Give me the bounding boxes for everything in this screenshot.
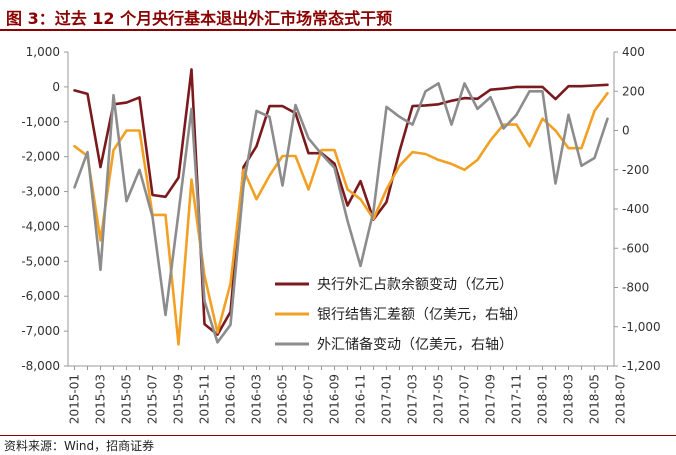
series-line-3 <box>73 82 609 344</box>
x-tick-label: 2017-09 <box>484 374 498 424</box>
y-right-tick-label: -1,000 <box>622 320 661 334</box>
y-left-tick-label: 0 <box>52 80 60 94</box>
x-tick-label: 2017-03 <box>406 374 420 424</box>
y-left-tick-label: -2,000 <box>21 150 60 164</box>
y-right-tick-label: -1,200 <box>622 359 661 373</box>
y-right-tick-label: 200 <box>622 84 645 98</box>
y-left-tick-label: -6,000 <box>21 289 60 303</box>
legend-label-3: 外汇储备变动（亿美元，右轴） <box>317 336 513 353</box>
y-left-tick-label: -5,000 <box>21 254 60 268</box>
y-right-tick-label: 0 <box>622 124 630 138</box>
x-tick-label: 2016-09 <box>328 374 342 424</box>
x-tick-label: 2017-01 <box>380 374 394 424</box>
line-chart: 1,000 0 -1,000 -2,000 -3,000 -4,000 -5,000 -6,0… <box>21 45 660 424</box>
series-line-2 <box>73 91 609 346</box>
y-right-tick-label: -600 <box>622 241 649 255</box>
axes-layer: 1,000 0 -1,000 -2,000 -3,000 -4,000 -5,000 -6,0… <box>21 45 660 424</box>
x-tick-label: 2016-11 <box>354 374 368 424</box>
x-tick-label: 2016-07 <box>302 374 316 424</box>
x-tick-label: 2018-07 <box>614 374 628 424</box>
y-left-tick-label: -7,000 <box>21 324 60 338</box>
legend-label-1: 央行外汇占款余额变动（亿元） <box>317 276 513 293</box>
x-tick-label: 2017-07 <box>458 374 472 424</box>
title-underline <box>0 29 676 31</box>
y-left-tick-label: -4,000 <box>21 219 60 233</box>
y-left-tick-label: 1,000 <box>26 45 60 59</box>
series-layer <box>73 68 609 346</box>
x-tick-label: 2018-05 <box>588 374 602 424</box>
x-tick-label: 2015-09 <box>172 374 186 424</box>
y-left-tick-label: -1,000 <box>21 115 60 129</box>
x-tick-label: 2016-01 <box>224 374 238 424</box>
x-tick-label: 2015-11 <box>198 374 212 424</box>
title-bar: 图 3：过去 12 个月央行基本退出外汇市场常态式干预 <box>0 0 676 31</box>
y-right-tick-label: 400 <box>622 45 645 59</box>
x-tick-label: 2015-03 <box>94 374 108 424</box>
x-tick-label: 2018-03 <box>562 374 576 424</box>
x-tick-label: 2015-01 <box>68 374 82 424</box>
legend: 央行外汇占款余额变动（亿元） 银行结售汇差额（亿美元，右轴） 外汇储备变动（亿美元，… <box>275 276 527 353</box>
y-right-tick-label: -400 <box>622 202 649 216</box>
x-tick-label: 2015-05 <box>120 374 134 424</box>
x-tick-label: 2016-05 <box>276 374 290 424</box>
y-right-tick-label: -800 <box>622 281 649 295</box>
figure-title: 图 3：过去 12 个月央行基本退出外汇市场常态式干预 <box>6 9 393 28</box>
x-tick-label: 2015-07 <box>146 374 160 424</box>
x-tick-label: 2018-01 <box>536 374 550 424</box>
x-tick-label: 2016-03 <box>250 374 264 424</box>
y-left-tick-label: -3,000 <box>21 185 60 199</box>
series-line-1 <box>73 68 609 336</box>
x-tick-label: 2017-11 <box>510 374 524 424</box>
x-tick-label: 2017-05 <box>432 374 446 424</box>
y-right-tick-label: -200 <box>622 163 649 177</box>
legend-label-2: 银行结售汇差额（亿美元，右轴） <box>317 307 527 323</box>
source-note: 资料来源：Wind，招商证券 <box>4 439 155 453</box>
source-divider <box>0 435 676 436</box>
y-left-tick-label: -8,000 <box>21 359 60 373</box>
